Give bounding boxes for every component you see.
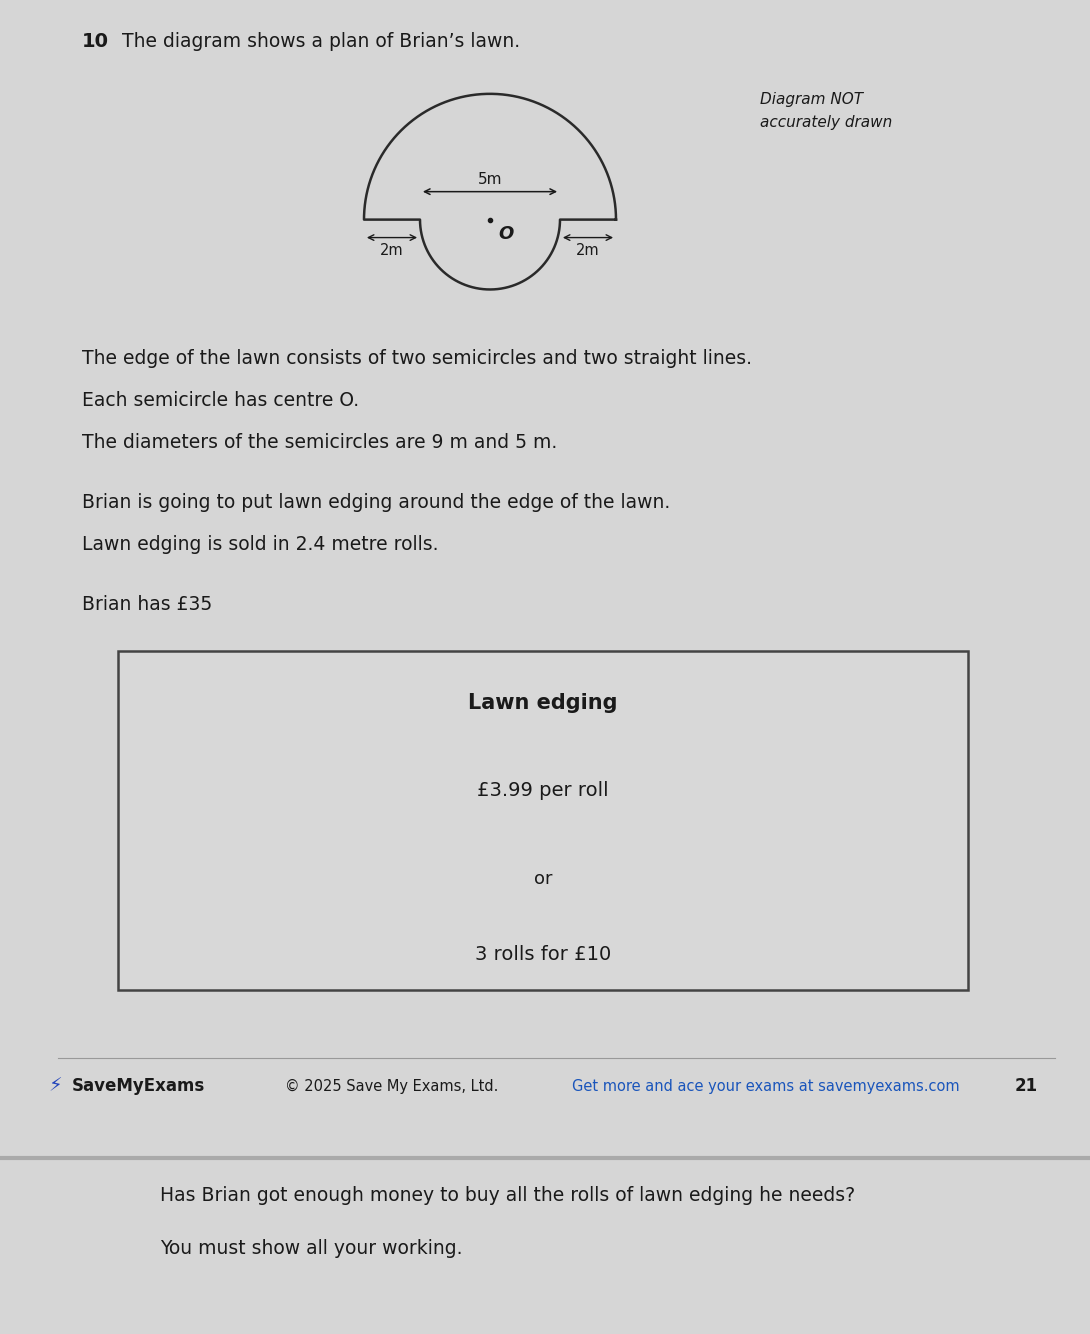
- Text: SaveMyExams: SaveMyExams: [72, 1077, 205, 1095]
- Text: or: or: [534, 870, 553, 888]
- Text: The edge of the lawn consists of two semicircles and two straight lines.: The edge of the lawn consists of two sem…: [82, 350, 752, 368]
- Text: Get more and ace your exams at savemyexams.com: Get more and ace your exams at savemyexa…: [572, 1079, 959, 1094]
- Text: Each semicircle has centre O.: Each semicircle has centre O.: [82, 391, 359, 411]
- Text: The diagram shows a plan of Brian’s lawn.: The diagram shows a plan of Brian’s lawn…: [122, 32, 520, 51]
- Text: Lawn edging: Lawn edging: [469, 692, 618, 712]
- Text: Brian is going to put lawn edging around the edge of the lawn.: Brian is going to put lawn edging around…: [82, 494, 670, 512]
- Text: You must show all your working.: You must show all your working.: [160, 1239, 462, 1258]
- Text: 2m: 2m: [577, 243, 600, 257]
- Text: Lawn edging is sold in 2.4 metre rolls.: Lawn edging is sold in 2.4 metre rolls.: [82, 535, 438, 554]
- Text: Brian has £35: Brian has £35: [82, 595, 213, 614]
- Text: 21: 21: [1015, 1077, 1038, 1095]
- Text: 2m: 2m: [380, 243, 403, 257]
- Text: £3.99 per roll: £3.99 per roll: [477, 780, 609, 799]
- Text: Has Brian got enough money to buy all the rolls of lawn edging he needs?: Has Brian got enough money to buy all th…: [160, 1186, 856, 1205]
- Text: 10: 10: [82, 32, 109, 51]
- Text: O: O: [498, 224, 513, 243]
- Text: ⚡: ⚡: [48, 1077, 62, 1095]
- Text: 5m: 5m: [477, 172, 502, 187]
- Text: The diameters of the semicircles are 9 m and 5 m.: The diameters of the semicircles are 9 m…: [82, 434, 557, 452]
- Bar: [118, 651, 968, 990]
- Text: Diagram NOT
accurately drawn: Diagram NOT accurately drawn: [760, 92, 893, 131]
- Text: © 2025 Save My Exams, Ltd.: © 2025 Save My Exams, Ltd.: [284, 1078, 498, 1094]
- Text: 3 rolls for £10: 3 rolls for £10: [475, 946, 611, 964]
